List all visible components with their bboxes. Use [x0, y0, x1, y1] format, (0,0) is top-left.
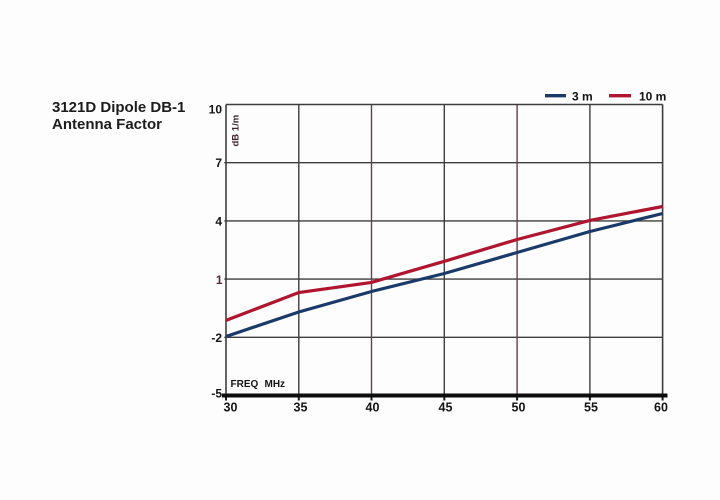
svg-text:35: 35	[294, 401, 308, 415]
svg-text:-5: -5	[211, 387, 222, 401]
svg-text:7: 7	[215, 156, 222, 170]
svg-text:10: 10	[209, 103, 223, 117]
svg-text:30: 30	[224, 401, 238, 415]
svg-text:55: 55	[584, 401, 598, 415]
svg-text:3 m: 3 m	[572, 90, 593, 104]
svg-text:MHz: MHz	[265, 379, 286, 390]
svg-text:60: 60	[654, 401, 668, 415]
svg-text:FREQ: FREQ	[231, 379, 259, 390]
svg-text:45: 45	[439, 401, 453, 415]
svg-text:40: 40	[366, 401, 380, 415]
svg-text:50: 50	[512, 401, 526, 415]
svg-text:1: 1	[216, 273, 223, 287]
svg-text:-2: -2	[211, 331, 222, 345]
svg-text:dB 1/m: dB 1/m	[231, 115, 242, 147]
svg-text:4: 4	[215, 215, 222, 229]
svg-text:10 m: 10 m	[639, 90, 666, 104]
